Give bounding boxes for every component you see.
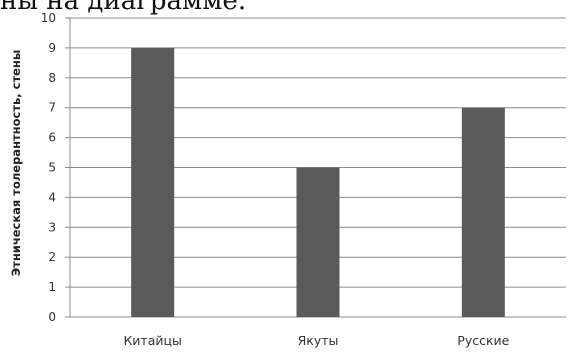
y-axis-ticks: 0 1 2 3 4 5 6 7 8 9 10 — [41, 11, 71, 324]
header-text-fragment: ны на диаграмме. — [0, 0, 247, 16]
y-tick-label: 4 — [48, 190, 56, 204]
bars — [131, 47, 505, 318]
y-tick-label: 3 — [48, 220, 56, 234]
x-category-label: Якуты — [298, 333, 339, 348]
y-tick-label: 1 — [48, 280, 56, 294]
x-category-label: Китайцы — [123, 333, 181, 348]
y-tick-label: 10 — [41, 11, 56, 25]
x-axis-labels: Китайцы Якуты Русские — [123, 333, 509, 348]
bar-2 — [296, 167, 340, 317]
y-tick-label: 6 — [48, 131, 56, 145]
y-axis-title: Этническая толерантность, стены — [9, 50, 23, 277]
y-tick-label: 8 — [48, 71, 56, 85]
bar-1 — [131, 47, 175, 318]
bar-3 — [461, 107, 505, 317]
y-tick-label: 5 — [48, 161, 56, 175]
y-tick-label: 0 — [48, 310, 56, 324]
y-tick-label: 9 — [48, 41, 56, 55]
x-category-label: Русские — [457, 333, 509, 348]
y-tick-label: 2 — [48, 250, 56, 264]
y-tick-label: 7 — [48, 101, 56, 115]
